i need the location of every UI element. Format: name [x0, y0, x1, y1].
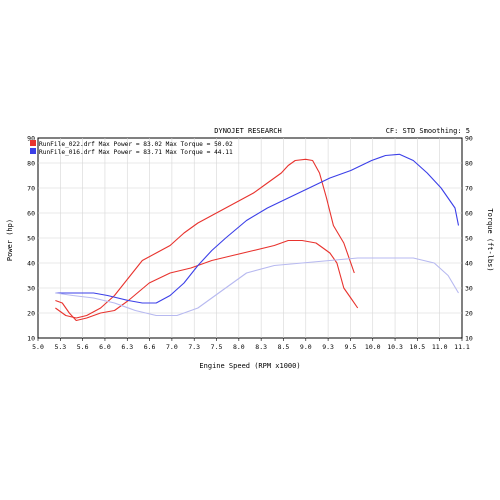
series-line-2-torque — [55, 239, 359, 322]
y-tick-label: 20 — [27, 310, 35, 318]
x-tick-label: 11.1 — [454, 343, 470, 351]
x-tick-label: 8.3 — [255, 343, 267, 351]
x-tick-label: 10.5 — [410, 343, 426, 351]
x-axis-label: Engine Speed (RPM x1000) — [199, 362, 300, 370]
y-tick-label: 80 — [27, 160, 35, 168]
y-tick-label: 90 — [27, 135, 35, 143]
series-line-1-power — [55, 158, 355, 319]
y2-tick-label: 20 — [465, 310, 473, 318]
y2-tick-label: 90 — [465, 135, 473, 143]
y-tick-label: 70 — [27, 185, 35, 193]
y-tick-label: 40 — [27, 260, 35, 268]
header-right-label: CF: STD Smoothing: 5 — [386, 127, 470, 135]
x-tick-label: 9.3 — [322, 343, 334, 351]
x-tick-label: 8.0 — [233, 343, 245, 351]
y-tick-label: 10 — [27, 335, 35, 343]
y2-tick-label: 40 — [465, 260, 473, 268]
y2-tick-label: 80 — [465, 160, 473, 168]
x-tick-label: 8.5 — [278, 343, 290, 351]
y2-tick-label: 60 — [465, 210, 473, 218]
x-tick-label: 7.5 — [211, 343, 223, 351]
x-tick-label: 5.6 — [77, 343, 89, 351]
x-tick-label: 10.3 — [387, 343, 403, 351]
x-tick-label: 6.0 — [99, 343, 111, 351]
x-tick-label: 6.3 — [121, 343, 133, 351]
y2-tick-label: 70 — [465, 185, 473, 193]
legend-swatch-1 — [30, 140, 36, 146]
legend-label-2: RunFile_016.drf Max Power = 83.71 Max To… — [39, 149, 233, 156]
x-tick-label: 11.0 — [432, 343, 448, 351]
x-tick-label: 10.0 — [365, 343, 381, 351]
legend: RunFile_022.drf Max Power = 83.02 Max To… — [30, 140, 233, 156]
x-tick-label: 9.0 — [300, 343, 312, 351]
x-tick-label: 6.6 — [144, 343, 156, 351]
y-tick-label: 60 — [27, 210, 35, 218]
series-line-4-torque — [55, 257, 459, 317]
y2-tick-label: 50 — [465, 235, 473, 243]
y2-tick-labels: 10 20 30 40 50 60 70 80 90 — [465, 135, 473, 343]
y-tick-label: 50 — [27, 235, 35, 243]
y-axis-label: Power (hp) — [6, 219, 14, 261]
x-tick-label: 7.3 — [188, 343, 200, 351]
y2-tick-label: 30 — [465, 285, 473, 293]
x-tick-label: 5.3 — [54, 343, 66, 351]
y2-axis-label: Torque (ft-lbs) — [486, 208, 494, 271]
x-tick-label: 9.5 — [345, 343, 357, 351]
series-lines — [55, 153, 460, 322]
header-center-label: DYNOJET RESEARCH — [214, 127, 281, 135]
legend-label-1: RunFile_022.drf Max Power = 83.02 Max To… — [39, 141, 233, 148]
x-tick-labels: 5.0 5.3 5.6 6.0 6.3 6.6 7.0 7.3 7.5 8.0 8.3 8.5 9.0 9… — [32, 343, 470, 351]
y-tick-label: 30 — [27, 285, 35, 293]
legend-swatch-2 — [30, 148, 36, 154]
x-tick-label: 7.0 — [166, 343, 178, 351]
x-tick-label: 5.0 — [32, 343, 44, 351]
series-line-3-power — [55, 153, 460, 304]
y-tick-labels: 10 20 30 40 50 60 70 80 90 — [27, 135, 35, 343]
y2-tick-label: 10 — [465, 335, 473, 343]
